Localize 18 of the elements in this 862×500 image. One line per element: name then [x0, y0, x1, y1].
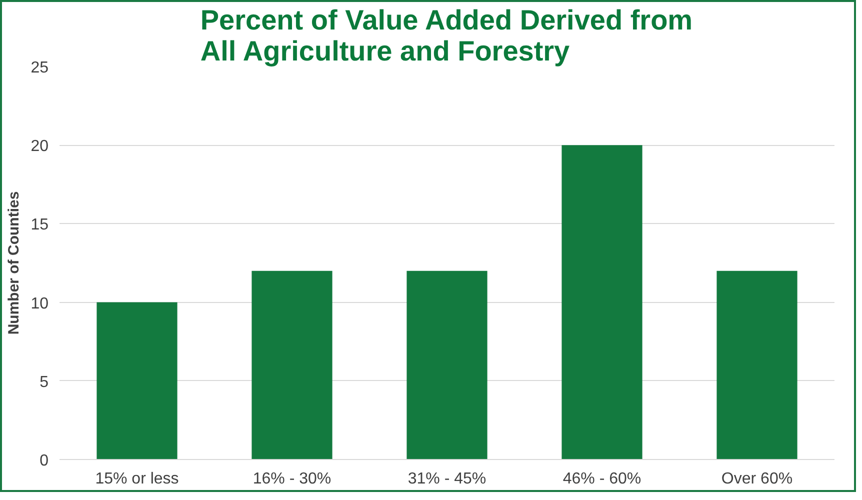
- y-tick-label: 10: [30, 295, 49, 312]
- bar: [716, 270, 798, 460]
- x-tick-label: 16% - 30%: [252, 470, 332, 488]
- chart-title: Percent of Value Added Derived from All Agriculture and Forestry: [200, 4, 693, 66]
- y-tick-label: 5: [40, 374, 49, 391]
- x-tick-label: 46% - 60%: [562, 470, 642, 488]
- y-tick-label: 25: [30, 60, 49, 76]
- y-tick-label: 15: [30, 216, 49, 234]
- bar: [406, 270, 488, 460]
- x-tick-label: Over 60%: [721, 470, 793, 488]
- bar: [252, 270, 332, 460]
- x-tick-label: 31% - 45%: [408, 470, 486, 488]
- bar: [96, 302, 178, 460]
- y-tick-label: 20: [30, 138, 49, 156]
- bar: [562, 145, 642, 460]
- x-tick-label: 15% or less: [95, 470, 179, 488]
- y-tick-label: 0: [40, 452, 49, 470]
- y-axis-title: Number of Counties: [6, 191, 23, 335]
